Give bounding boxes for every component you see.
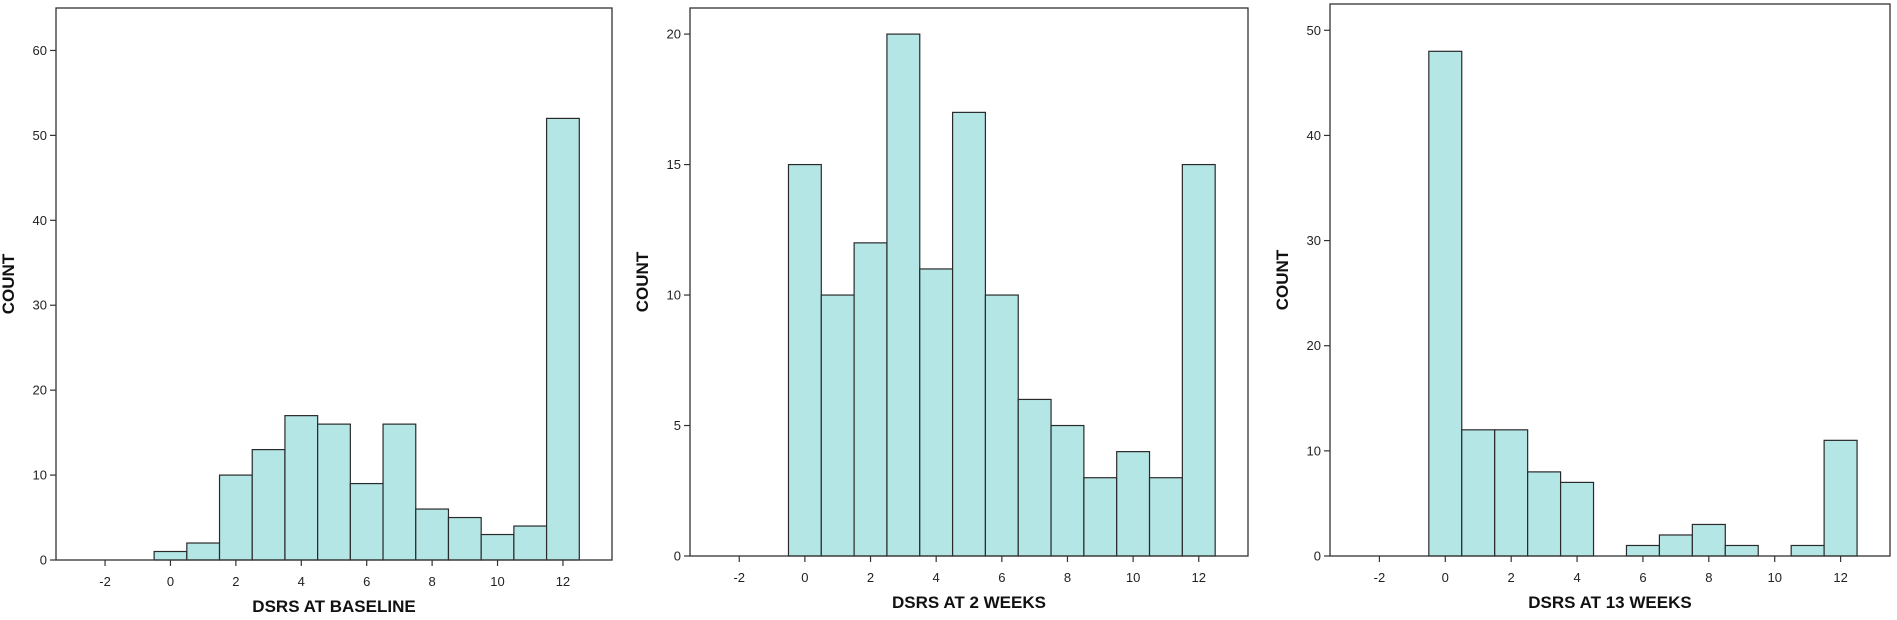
y-tick-label: 20 [667, 27, 681, 42]
plot-frame [689, 7, 1249, 557]
y-tick-label: 15 [667, 157, 681, 172]
y-tick-label: 30 [1307, 233, 1321, 248]
x-axis-title: DSRS AT 13 WEEKS [1528, 593, 1691, 612]
x-tick-label: 0 [801, 570, 808, 585]
chart-panel-2: 0 5 10 15 20 -2 0 2 4 6 8 10 12 DSRS AT 2 WEEKS COUNT [633, 7, 1249, 612]
histogram-bar [1527, 471, 1562, 557]
histogram-bar [886, 33, 921, 557]
y-tick-label: 20 [1307, 338, 1321, 353]
histogram-bar [919, 268, 954, 557]
y-tick-label: 50 [1307, 23, 1321, 38]
plot-frame [1329, 3, 1891, 557]
x-tick-label: 6 [1639, 570, 1646, 585]
x-tick-label: 8 [429, 574, 436, 589]
histogram-bar [284, 415, 319, 561]
histogram-bar [382, 423, 417, 561]
x-tick-label: 4 [1573, 570, 1580, 585]
x-tick-label: -2 [99, 574, 111, 589]
y-tick-label: 5 [674, 418, 681, 433]
y-tick-label: 0 [1314, 549, 1321, 564]
x-tick-label: 2 [1508, 570, 1515, 585]
histogram-bar [1790, 544, 1825, 557]
histogram-bar [251, 449, 286, 561]
histogram-bar [1559, 481, 1595, 557]
y-tick-label: 10 [1307, 443, 1321, 458]
y-tick-label: 40 [1307, 128, 1321, 143]
x-tick-label: 6 [363, 574, 370, 589]
y-tick-label: 40 [33, 213, 47, 228]
y-tick-label: 10 [667, 288, 681, 303]
x-tick-label: 0 [1442, 570, 1449, 585]
x-axis-title: DSRS AT BASELINE [252, 597, 415, 616]
histogram-bar [153, 550, 188, 561]
plot-frame [55, 7, 613, 561]
histogram-bar [317, 423, 351, 561]
histogram-bar [447, 516, 482, 561]
y-tick-label: 50 [33, 128, 47, 143]
histogram-bar [1116, 451, 1151, 557]
chart-panel-1: 0 10 20 30 40 50 60 -2 0 2 4 6 8 10 12 DSRS AT BASELINE… [0, 7, 613, 616]
x-tick-label: 0 [167, 574, 174, 589]
y-axis-title: COUNT [1273, 249, 1292, 310]
x-tick-label: -2 [1374, 570, 1386, 585]
histogram-bar [349, 482, 384, 561]
y-tick-label: 0 [674, 549, 681, 564]
x-axis-title: DSRS AT 2 WEEKS [892, 593, 1046, 612]
x-tick-label: 2 [232, 574, 239, 589]
x-tick-label: 2 [867, 570, 874, 585]
y-tick-label: 20 [33, 383, 47, 398]
x-tick-label: 12 [556, 574, 570, 589]
histogram-bar [186, 542, 221, 561]
histogram-bar [787, 163, 822, 557]
y-axis-title: COUNT [633, 251, 652, 312]
histogram-bar [1428, 50, 1463, 557]
y-tick-label: 60 [33, 43, 47, 58]
histogram-bar [1823, 439, 1858, 557]
x-tick-label: -2 [733, 570, 745, 585]
histogram-bar [1017, 398, 1052, 557]
x-tick-label: 12 [1192, 570, 1206, 585]
y-tick-label: 10 [33, 468, 47, 483]
histogram-bar [1658, 534, 1693, 557]
histogram-bar [951, 111, 987, 557]
histogram-bar [1691, 523, 1726, 557]
x-tick-label: 6 [998, 570, 1005, 585]
histogram-bar [1461, 429, 1496, 557]
x-tick-label: 12 [1833, 570, 1847, 585]
x-tick-label: 10 [1767, 570, 1781, 585]
histogram-bar [1083, 477, 1118, 557]
histogram-bar [480, 533, 515, 561]
x-tick-label: 8 [1064, 570, 1071, 585]
histogram-bar [415, 508, 450, 561]
histogram-bar [1494, 429, 1529, 557]
histogram-bar [820, 294, 855, 557]
histogram-bar [1050, 424, 1085, 557]
y-tick-label: 0 [40, 553, 47, 568]
histogram-bar [984, 294, 1019, 557]
x-tick-label: 4 [933, 570, 940, 585]
histogram-bar [218, 474, 253, 561]
histogram-bar [545, 117, 580, 561]
chart-panel-3: 0 10 20 30 40 50 -2 0 2 4 6 8 10 12 DSRS AT 13 WEEKS CO… [1273, 3, 1891, 612]
y-axis-title: COUNT [0, 253, 18, 314]
histogram-bar [853, 242, 888, 557]
x-tick-label: 8 [1705, 570, 1712, 585]
histogram-bar [1625, 544, 1661, 557]
x-tick-label: 10 [1126, 570, 1140, 585]
histogram-bar [1148, 477, 1183, 557]
histogram-bar [1724, 544, 1759, 557]
histogram-bar [513, 525, 548, 561]
y-tick-label: 30 [33, 298, 47, 313]
x-tick-label: 10 [490, 574, 504, 589]
x-tick-label: 4 [298, 574, 305, 589]
histogram-bar [1181, 163, 1216, 557]
